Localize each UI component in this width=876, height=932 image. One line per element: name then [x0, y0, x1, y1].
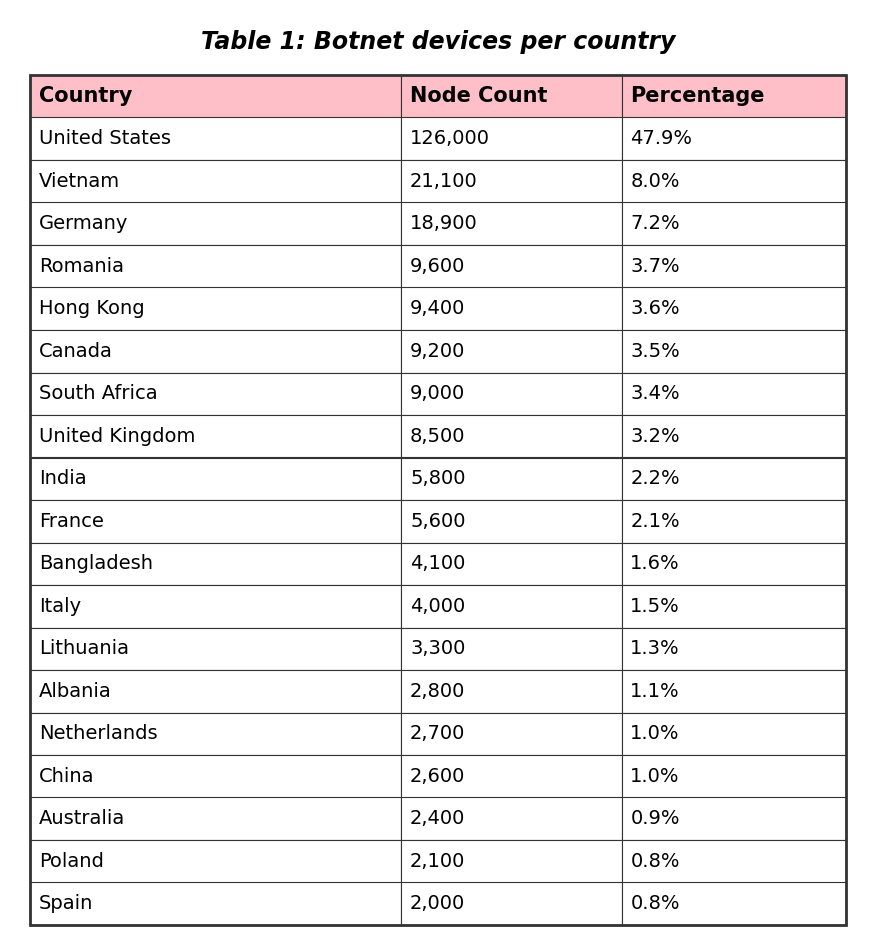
Text: 9,000: 9,000 — [410, 384, 465, 404]
Text: 3.6%: 3.6% — [631, 299, 680, 318]
Text: 2,800: 2,800 — [410, 681, 465, 701]
Text: Netherlands: Netherlands — [39, 724, 158, 743]
Text: 7.2%: 7.2% — [631, 214, 680, 233]
Text: 1.3%: 1.3% — [631, 639, 680, 658]
Text: France: France — [39, 512, 103, 530]
Text: 2,600: 2,600 — [410, 767, 465, 786]
Text: 5,600: 5,600 — [410, 512, 465, 530]
Text: 3.5%: 3.5% — [631, 342, 680, 361]
Text: Spain: Spain — [39, 894, 93, 913]
Text: Node Count: Node Count — [410, 87, 548, 106]
Text: Italy: Italy — [39, 596, 81, 616]
Text: 21,100: 21,100 — [410, 171, 477, 191]
Text: Hong Kong: Hong Kong — [39, 299, 145, 318]
Text: 3.4%: 3.4% — [631, 384, 680, 404]
Text: 4,000: 4,000 — [410, 596, 465, 616]
Text: 8,500: 8,500 — [410, 427, 465, 445]
Text: Romania: Romania — [39, 256, 124, 276]
Text: 2.1%: 2.1% — [631, 512, 680, 530]
Text: Bangladesh: Bangladesh — [39, 555, 152, 573]
Text: 18,900: 18,900 — [410, 214, 477, 233]
Text: India: India — [39, 469, 87, 488]
Text: United States: United States — [39, 130, 171, 148]
Text: 0.8%: 0.8% — [631, 894, 680, 913]
Text: 8.0%: 8.0% — [631, 171, 680, 191]
Text: South Africa: South Africa — [39, 384, 158, 404]
Text: 0.8%: 0.8% — [631, 852, 680, 870]
Text: 2,000: 2,000 — [410, 894, 465, 913]
Text: Table 1: Botnet devices per country: Table 1: Botnet devices per country — [201, 30, 675, 54]
Text: 1.6%: 1.6% — [631, 555, 680, 573]
Text: 5,800: 5,800 — [410, 469, 465, 488]
Text: 3.7%: 3.7% — [631, 256, 680, 276]
Text: Albania: Albania — [39, 681, 111, 701]
Text: China: China — [39, 767, 95, 786]
Text: 4,100: 4,100 — [410, 555, 465, 573]
Text: 9,600: 9,600 — [410, 256, 465, 276]
Text: 1.1%: 1.1% — [631, 681, 680, 701]
Text: 9,200: 9,200 — [410, 342, 465, 361]
Text: Australia: Australia — [39, 809, 125, 829]
Text: Country: Country — [39, 87, 132, 106]
Text: Canada: Canada — [39, 342, 113, 361]
Text: 2.2%: 2.2% — [631, 469, 680, 488]
Text: Germany: Germany — [39, 214, 128, 233]
Text: Lithuania: Lithuania — [39, 639, 129, 658]
Text: 1.5%: 1.5% — [631, 596, 680, 616]
Text: 2,400: 2,400 — [410, 809, 465, 829]
Text: Poland: Poland — [39, 852, 103, 870]
Text: 2,700: 2,700 — [410, 724, 465, 743]
Text: 3,300: 3,300 — [410, 639, 465, 658]
Text: 0.9%: 0.9% — [631, 809, 680, 829]
Text: Percentage: Percentage — [631, 87, 765, 106]
Text: 2,100: 2,100 — [410, 852, 465, 870]
Text: Vietnam: Vietnam — [39, 171, 120, 191]
Text: 9,400: 9,400 — [410, 299, 465, 318]
Text: 126,000: 126,000 — [410, 130, 490, 148]
Text: United Kingdom: United Kingdom — [39, 427, 195, 445]
Text: 47.9%: 47.9% — [631, 130, 692, 148]
Text: 1.0%: 1.0% — [631, 724, 680, 743]
Text: 3.2%: 3.2% — [631, 427, 680, 445]
Text: 1.0%: 1.0% — [631, 767, 680, 786]
